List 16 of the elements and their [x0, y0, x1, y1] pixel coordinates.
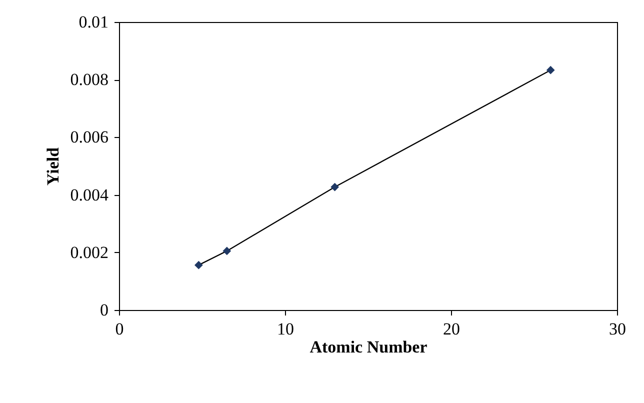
x-tick-label: 20	[443, 320, 460, 338]
x-tick-label: 10	[277, 320, 294, 338]
y-tick-label: 0.004	[70, 185, 109, 204]
y-tick-label: 0.008	[70, 70, 108, 90]
point	[546, 66, 555, 74]
y-tick-label: 0.002	[70, 242, 108, 262]
y-tick-label: 0	[100, 300, 108, 320]
y-tick-label: 0.01	[78, 12, 108, 32]
point	[222, 246, 232, 256]
x-tick-label: 30	[609, 320, 626, 338]
point	[330, 182, 339, 192]
y-axis-title: Yield	[43, 146, 62, 186]
y-tick-label: 0.006	[70, 128, 108, 147]
x-tick-label: 0	[115, 320, 124, 338]
point	[194, 260, 203, 270]
x-axis-title: Atomic Number	[310, 338, 428, 356]
